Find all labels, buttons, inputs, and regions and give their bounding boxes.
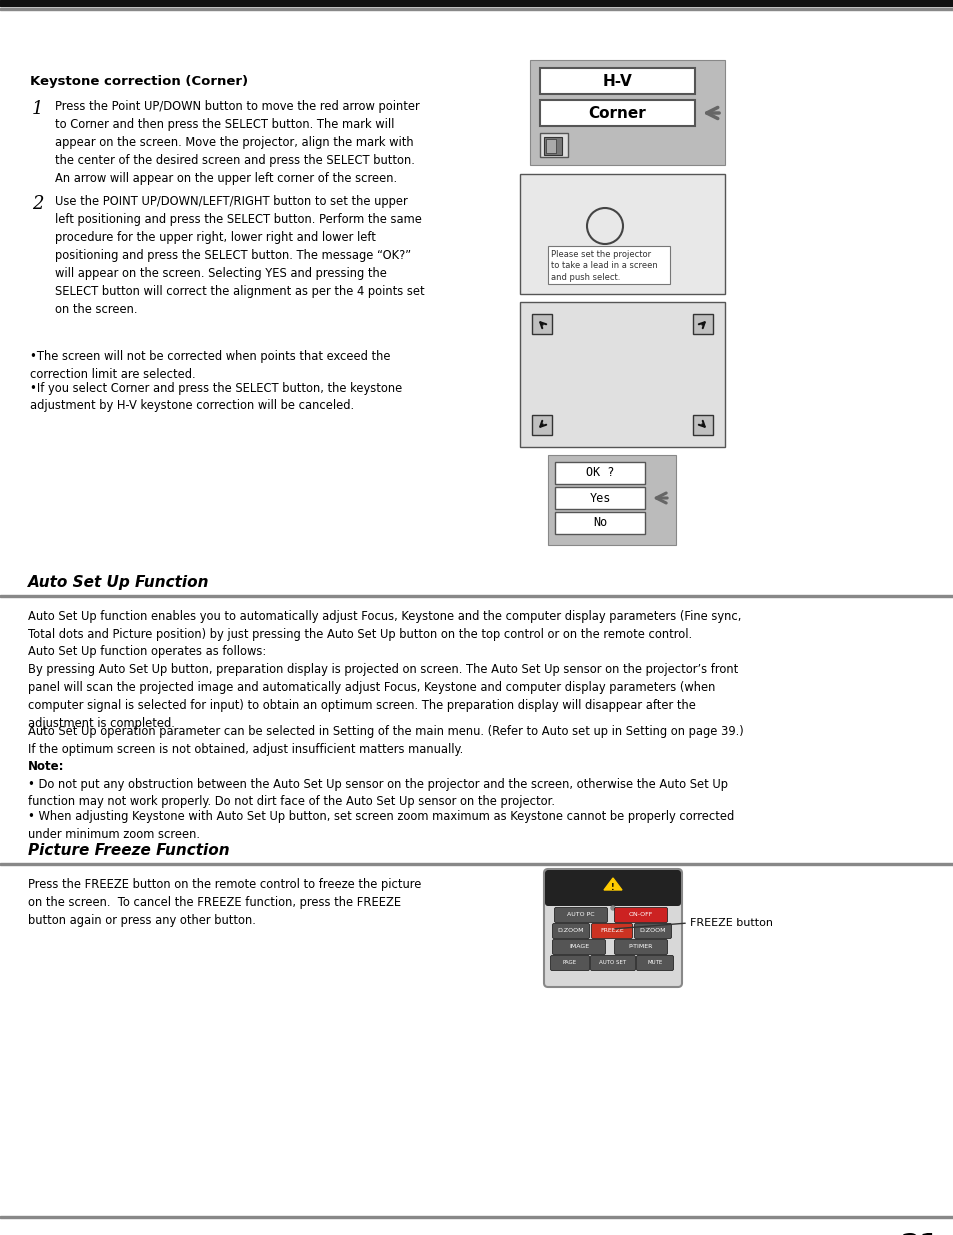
Bar — [547, 454, 676, 545]
FancyBboxPatch shape — [591, 924, 632, 939]
FancyBboxPatch shape — [550, 956, 589, 971]
Bar — [532, 415, 552, 435]
Bar — [539, 133, 567, 157]
Text: Corner: Corner — [588, 105, 646, 121]
FancyBboxPatch shape — [614, 908, 667, 923]
Text: • When adjusting Keystone with Auto Set Up button, set screen zoom maximum as Ke: • When adjusting Keystone with Auto Set … — [28, 810, 734, 841]
Bar — [555, 487, 644, 509]
Bar — [555, 462, 644, 484]
Text: D.ZOOM: D.ZOOM — [558, 929, 583, 934]
Text: •The screen will not be corrected when points that exceed the
correction limit a: •The screen will not be corrected when p… — [30, 350, 390, 380]
Text: Yes: Yes — [589, 492, 610, 505]
Bar — [692, 415, 712, 435]
Text: ON-OFF: ON-OFF — [628, 913, 653, 918]
Bar — [0, 1216, 953, 1218]
FancyBboxPatch shape — [634, 924, 671, 939]
Text: PAGE: PAGE — [562, 961, 577, 966]
Circle shape — [610, 906, 615, 910]
Bar — [692, 314, 712, 333]
FancyBboxPatch shape — [552, 924, 589, 939]
Text: FREEZE: FREEZE — [599, 929, 623, 934]
Text: OK ?: OK ? — [585, 467, 614, 479]
Text: !: ! — [611, 883, 614, 892]
Text: Auto Set Up Function: Auto Set Up Function — [28, 576, 210, 590]
Text: MUTE: MUTE — [647, 961, 662, 966]
FancyBboxPatch shape — [554, 908, 607, 923]
FancyBboxPatch shape — [552, 940, 605, 955]
Text: 1: 1 — [32, 100, 44, 119]
Text: FREEZE button: FREEZE button — [689, 918, 772, 927]
Text: Use the POINT UP/DOWN/LEFT/RIGHT button to set the upper
left positioning and pr: Use the POINT UP/DOWN/LEFT/RIGHT button … — [55, 195, 424, 316]
Bar — [543, 137, 561, 156]
FancyBboxPatch shape — [590, 956, 635, 971]
Polygon shape — [603, 878, 621, 890]
Text: •If you select Corner and press the SELECT button, the keystone
adjustment by H-: •If you select Corner and press the SELE… — [30, 382, 402, 412]
FancyBboxPatch shape — [636, 956, 673, 971]
Bar — [532, 314, 552, 333]
FancyBboxPatch shape — [614, 940, 667, 955]
Text: Note:: Note: — [28, 760, 65, 773]
Bar — [0, 595, 953, 597]
Bar — [0, 0, 953, 6]
Bar — [519, 303, 724, 447]
Bar — [539, 100, 695, 126]
Text: IMAGE: IMAGE — [568, 945, 588, 950]
Bar — [0, 863, 953, 864]
Bar — [0, 7, 953, 10]
Text: AUTO PC: AUTO PC — [567, 913, 594, 918]
Bar — [539, 68, 695, 94]
Text: P-TIMER: P-TIMER — [628, 945, 653, 950]
Text: AUTO SET: AUTO SET — [598, 961, 626, 966]
Text: • Do not put any obstruction between the Auto Set Up sensor on the projector and: • Do not put any obstruction between the… — [28, 778, 727, 809]
Bar — [545, 140, 556, 153]
FancyBboxPatch shape — [543, 869, 681, 987]
Text: Keystone correction (Corner): Keystone correction (Corner) — [30, 75, 248, 88]
Text: No: No — [592, 516, 606, 530]
Text: 21: 21 — [900, 1233, 939, 1235]
Text: Auto Set Up function enables you to automatically adjust Focus, Keystone and the: Auto Set Up function enables you to auto… — [28, 610, 740, 641]
Text: H-V: H-V — [602, 74, 632, 89]
Text: Auto Set Up operation parameter can be selected in Setting of the main menu. (Re: Auto Set Up operation parameter can be s… — [28, 725, 743, 756]
FancyBboxPatch shape — [544, 869, 680, 906]
Bar — [547, 873, 678, 903]
Text: Please set the projector
to take a lead in a screen
and push select.: Please set the projector to take a lead … — [551, 249, 657, 282]
Text: Press the Point UP/DOWN button to move the red arrow pointer
to Corner and then : Press the Point UP/DOWN button to move t… — [55, 100, 419, 185]
Text: D.ZOOM: D.ZOOM — [639, 929, 665, 934]
Bar — [519, 174, 724, 294]
Text: Auto Set Up function operates as follows:
By pressing Auto Set Up button, prepar: Auto Set Up function operates as follows… — [28, 645, 738, 730]
Text: Press the FREEZE button on the remote control to freeze the picture
on the scree: Press the FREEZE button on the remote co… — [28, 878, 421, 927]
Bar — [555, 513, 644, 534]
Bar — [547, 246, 669, 284]
Bar — [530, 61, 724, 165]
Text: 2: 2 — [32, 195, 44, 212]
Text: Picture Freeze Function: Picture Freeze Function — [28, 844, 230, 858]
